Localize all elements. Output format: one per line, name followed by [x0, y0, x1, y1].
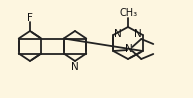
Text: F: F [27, 13, 33, 23]
Text: N: N [134, 29, 142, 39]
Text: N: N [71, 62, 79, 72]
Text: N: N [125, 44, 133, 54]
Text: CH₃: CH₃ [120, 8, 138, 18]
Text: N: N [114, 29, 122, 39]
